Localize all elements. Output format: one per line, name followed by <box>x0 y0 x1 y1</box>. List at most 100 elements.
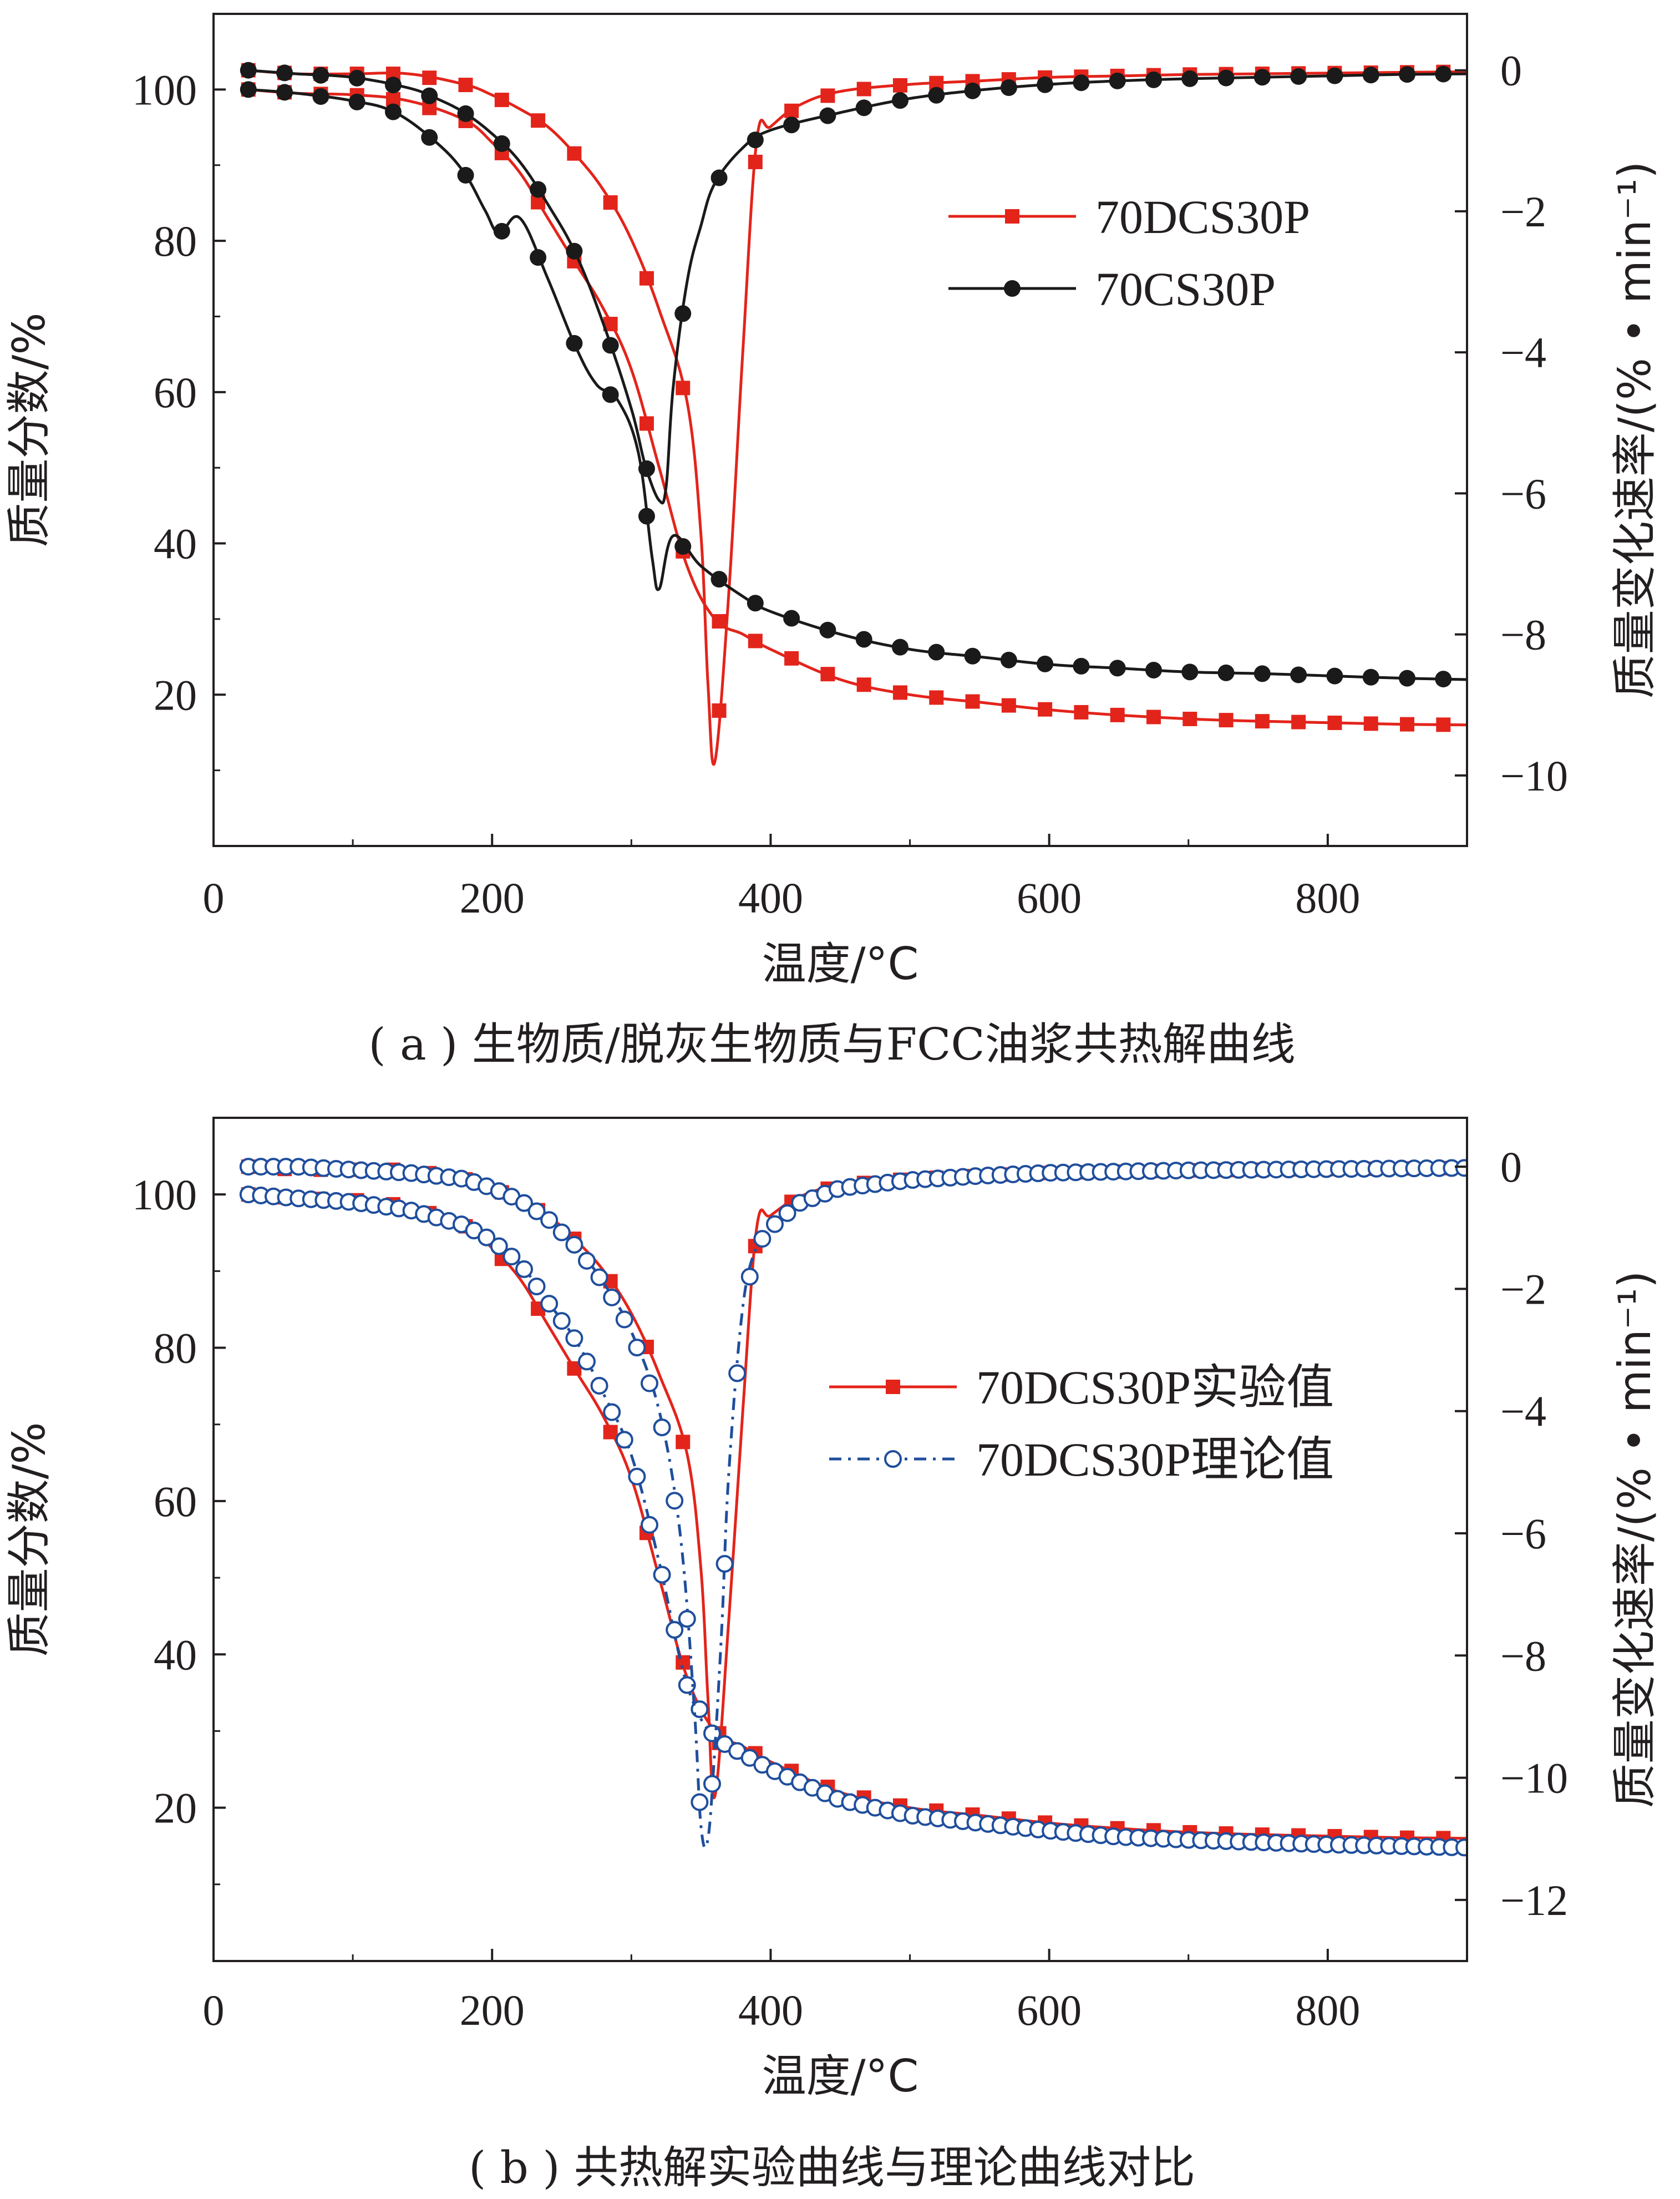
series-dtg-theoretical-point <box>678 1610 696 1628</box>
series-dtg-experimental-point <box>422 70 437 85</box>
series-tg-theoretical-point <box>552 1312 571 1330</box>
series-dtg-experimental-point <box>820 88 835 103</box>
series-tg-theoretical-point <box>666 1621 684 1639</box>
series-tg-cs-point <box>674 538 692 555</box>
legend-marker <box>884 1450 902 1468</box>
x-axis-title: 温度/°C <box>762 938 919 990</box>
y-right-tick-label: −4 <box>1500 1387 1546 1436</box>
y-left-tick-label: 40 <box>154 520 197 568</box>
series-tg-cs-point <box>384 103 402 120</box>
y-left-tick-label: 20 <box>154 671 197 719</box>
series-tg-experimental-point <box>1074 705 1089 720</box>
legend: 70DCS30P 70CS30P <box>948 190 1310 316</box>
plot-area <box>239 1158 1467 1857</box>
series-tg-cs-point <box>1326 667 1343 685</box>
legend-marker <box>1005 209 1019 224</box>
series-tg-cs-point <box>493 222 510 240</box>
series-dtg-experimental-point <box>531 113 546 128</box>
series-dtg-cs-point <box>1000 79 1017 97</box>
y-right-tick-label: 0 <box>1500 1143 1522 1191</box>
series-dtg-experimental-point <box>494 93 509 108</box>
y-left-axis-title: 质量分数/% <box>3 313 55 548</box>
series-dtg-theoretical-point <box>703 1775 721 1793</box>
x-tick-label: 400 <box>738 1986 803 2034</box>
y-left-tick-label: 100 <box>132 65 197 114</box>
series-dtg-cs-point <box>1253 69 1271 86</box>
legend-label: 70DCS30P实验值 <box>976 1361 1334 1414</box>
series-dtg-cs-point <box>1326 67 1343 84</box>
series-dtg-experimental-point <box>748 154 763 169</box>
series-dtg-cs-point <box>1217 69 1235 87</box>
y-right-tick-label: −10 <box>1500 752 1568 800</box>
series-tg-experimental-point <box>820 667 835 682</box>
panel-a: 0 200 400 600 800 20 40 60 80 100 −10 −8 −6 −4 −2 0 温度/°… <box>3 13 1661 990</box>
series-tg-cs-point <box>783 610 800 627</box>
y-right-tick-label: −8 <box>1500 1631 1546 1680</box>
series-dtg-cs-point <box>276 64 293 82</box>
panel-b: 0 200 400 600 800 20 40 60 80 100 −12 −10 −8 −6 −4 −2 0 温… <box>3 1117 1661 2102</box>
series-dtg-theoretical-point <box>728 1364 747 1382</box>
series-tg-experimental-point <box>1400 717 1415 732</box>
series-dtg-experimental-line <box>248 69 1467 766</box>
x-tick-label: 400 <box>738 874 803 922</box>
series-tg-experimental-point <box>712 614 727 629</box>
series-tg-cs-point <box>457 166 474 184</box>
series-tg-theoretical-point <box>590 1376 608 1395</box>
series-dtg-theoretical-point <box>540 1211 559 1229</box>
series-dtg-cs-point <box>530 181 547 198</box>
series-dtg-cs-point <box>602 337 619 354</box>
series-tg-cs-point <box>1362 668 1379 686</box>
series-dtg-theoretical-point <box>715 1555 734 1573</box>
series-dtg-cs-point <box>891 92 908 109</box>
series-dtg-theoretical-point <box>577 1251 596 1270</box>
series-tg-cs-point <box>240 81 257 98</box>
series-dtg-cs-point <box>457 105 474 122</box>
series-tg-experimental-point <box>1436 717 1451 732</box>
series-dtg-experimental-point <box>784 103 799 118</box>
series-dtg-cs-point <box>783 116 800 134</box>
series-dtg-cs-point <box>710 169 728 186</box>
y-left-axis-title: 质量分数/% <box>3 1422 55 1657</box>
series-tg-experimental-point <box>856 677 871 692</box>
series-dtg-cs-point <box>1290 68 1307 85</box>
series-tg-experimental-point <box>929 690 944 705</box>
series-dtg-cs-point <box>1145 71 1162 88</box>
series-tg-cs-point <box>1253 665 1271 682</box>
y-right-axis-title: 质量变化速率/(% • min⁻¹) <box>1609 161 1661 699</box>
series-tg-cs-point <box>1000 651 1017 668</box>
y-right-tick-label: −2 <box>1500 1265 1546 1313</box>
series-tg-theoretical-point <box>1455 1838 1467 1857</box>
x-tick-label: 800 <box>1295 874 1360 922</box>
y-right-tick-label: −10 <box>1500 1754 1568 1802</box>
legend: 70DCS30P实验值 70DCS30P理论值 <box>829 1361 1334 1486</box>
y-left-tick-label: 80 <box>154 217 197 265</box>
series-dtg-experimental-point <box>567 146 582 161</box>
legend-marker <box>1004 280 1021 297</box>
series-tg-theoretical-point <box>478 1228 496 1247</box>
series-tg-cs-point <box>1290 666 1307 683</box>
series-tg-experimental-point <box>892 685 907 700</box>
series-dtg-cs-point <box>493 135 510 152</box>
series-dtg-theoretical-point <box>653 1418 671 1437</box>
y-left-tick-label: 60 <box>154 1477 197 1526</box>
series-dtg-cs-point <box>348 69 366 87</box>
x-axis-title: 温度/°C <box>762 2050 919 2102</box>
series-dtg-cs-point <box>1037 76 1054 93</box>
series-dtg-experimental-point <box>603 195 618 210</box>
y-left-tick-label: 60 <box>154 368 197 417</box>
series-dtg-cs-point <box>1109 72 1126 89</box>
series-tg-theoretical-point <box>565 1329 583 1347</box>
series-tg-experimental-point <box>1219 713 1234 728</box>
series-tg-theoretical-point <box>603 1403 621 1421</box>
legend-label: 70DCS30P理论值 <box>976 1433 1334 1486</box>
series-tg-experimental-point <box>1363 716 1378 731</box>
series-tg-cs-point <box>1073 657 1090 675</box>
series-dtg-theoretical-point <box>615 1310 633 1329</box>
series-dtg-cs-point <box>240 62 257 79</box>
legend-marker <box>886 1380 900 1394</box>
series-tg-cs-point <box>566 335 583 352</box>
series-tg-cs-point <box>1037 655 1054 672</box>
series-dtg-cs-point <box>312 67 329 84</box>
series-dtg-theoretical-point <box>1455 1159 1467 1177</box>
